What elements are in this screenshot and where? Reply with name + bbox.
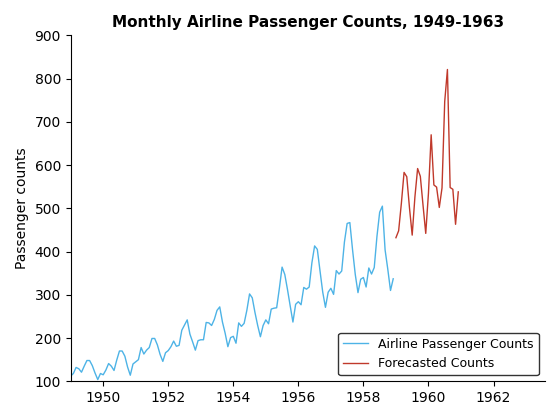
Airline Passenger Counts — [67, 373, 74, 378]
Forecasted Counts — [414, 166, 421, 171]
Forecasted Counts — [401, 170, 408, 175]
Forecasted Counts — [431, 182, 437, 187]
Forecasted Counts — [419, 203, 426, 208]
Forecasted Counts — [403, 174, 410, 179]
Forecasted Counts — [417, 174, 424, 179]
Forecasted Counts — [450, 187, 456, 192]
Line: Forecasted Counts: Forecasted Counts — [396, 69, 458, 238]
Line: Airline Passenger Counts: Airline Passenger Counts — [71, 206, 393, 380]
Airline Passenger Counts — [390, 276, 396, 281]
Forecasted Counts — [422, 231, 429, 236]
Legend: Airline Passenger Counts, Forecasted Counts: Airline Passenger Counts, Forecasted Cou… — [338, 333, 539, 375]
Airline Passenger Counts — [325, 290, 332, 295]
Airline Passenger Counts — [292, 302, 299, 307]
Airline Passenger Counts — [384, 267, 391, 272]
Airline Passenger Counts — [138, 345, 144, 350]
Forecasted Counts — [436, 205, 442, 210]
Forecasted Counts — [444, 67, 451, 72]
Airline Passenger Counts — [95, 377, 101, 382]
Forecasted Counts — [447, 185, 454, 190]
Forecasted Counts — [406, 205, 413, 210]
Airline Passenger Counts — [379, 204, 386, 209]
Forecasted Counts — [398, 201, 405, 206]
Forecasted Counts — [455, 189, 461, 194]
Forecasted Counts — [425, 191, 432, 196]
Y-axis label: Passenger counts: Passenger counts — [15, 147, 29, 269]
Airline Passenger Counts — [249, 295, 255, 300]
Forecasted Counts — [452, 222, 459, 227]
Forecasted Counts — [393, 235, 399, 240]
Airline Passenger Counts — [157, 352, 164, 357]
Forecasted Counts — [395, 228, 402, 234]
Title: Monthly Airline Passenger Counts, 1949-1963: Monthly Airline Passenger Counts, 1949-1… — [112, 15, 504, 30]
Forecasted Counts — [438, 186, 445, 191]
Forecasted Counts — [441, 99, 448, 104]
Forecasted Counts — [433, 185, 440, 190]
Forecasted Counts — [409, 233, 416, 238]
Forecasted Counts — [412, 194, 418, 200]
Forecasted Counts — [428, 132, 435, 137]
